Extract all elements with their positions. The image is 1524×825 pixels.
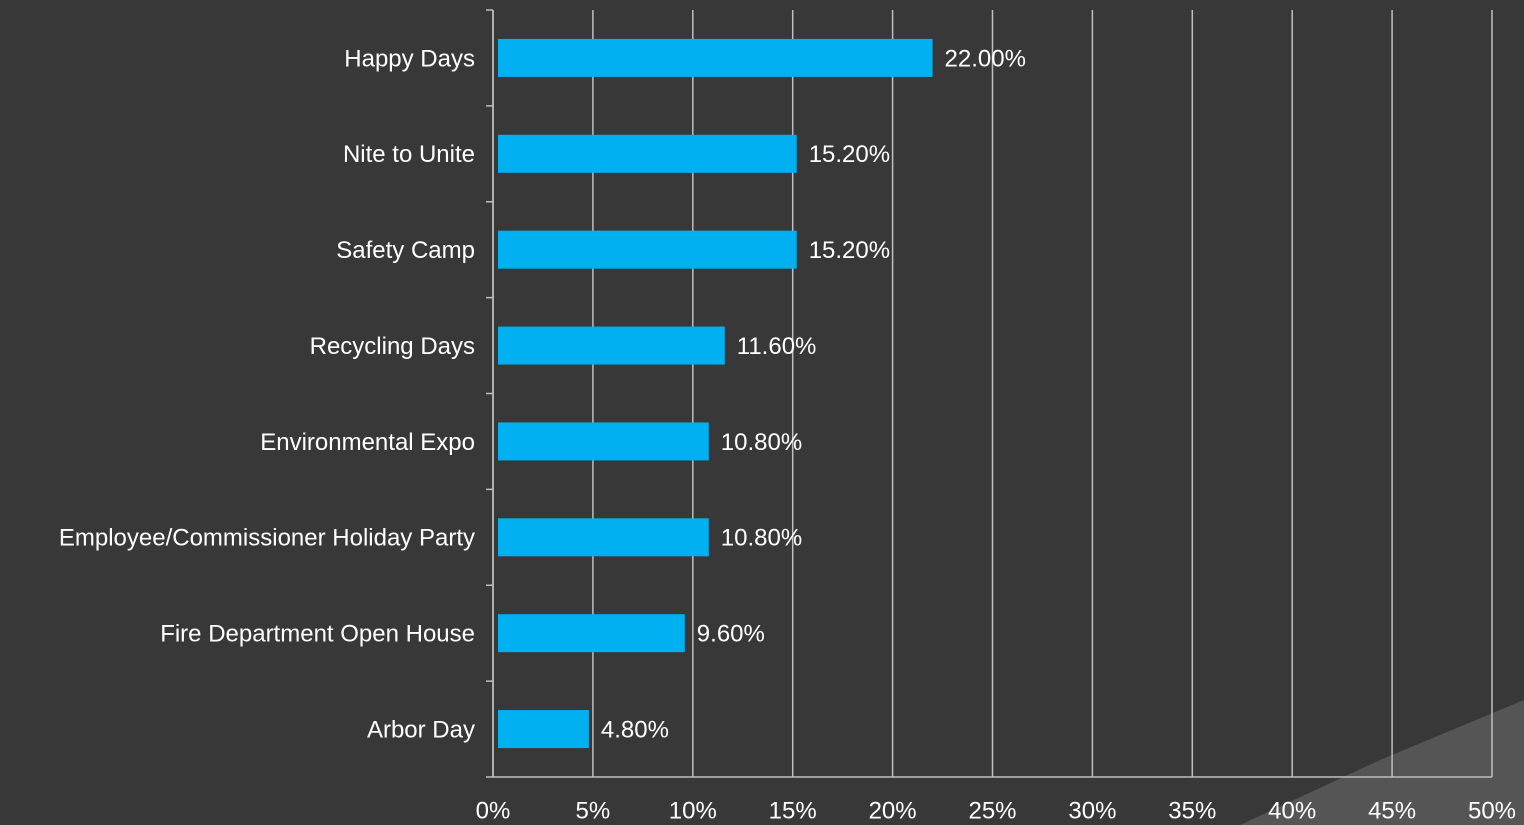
x-tick-label: 0% (476, 797, 511, 824)
grid: 0% 5% 10% 15% 20% 25% 30% 35% 40% 45% 50% (476, 9, 1516, 824)
x-tick-label: 15% (769, 797, 817, 824)
y-tick-label: Safety Camp (336, 237, 475, 264)
bar (498, 134, 797, 173)
bar (498, 710, 589, 749)
x-tick-label: 10% (669, 797, 717, 824)
x-tick-label: 25% (968, 797, 1016, 824)
y-tick-label: Environmental Expo (260, 429, 475, 456)
y-tick-label: Fire Department Open House (160, 621, 475, 648)
x-tick-label: 30% (1068, 797, 1116, 824)
data-label: 9.60% (697, 621, 765, 648)
x-tick-label: 45% (1368, 797, 1416, 824)
data-label: 10.80% (721, 429, 802, 456)
bar (498, 230, 797, 269)
x-tick-label: 20% (869, 797, 917, 824)
data-label: 10.80% (721, 525, 802, 552)
y-tick-label: Employee/Commissioner Holiday Party (59, 525, 475, 552)
data-label: 15.20% (809, 141, 890, 168)
x-tick-label: 5% (576, 797, 611, 824)
x-tick-label: 40% (1268, 797, 1316, 824)
data-label: 22.00% (945, 45, 1026, 72)
marks: Happy Days 22.00% Nite to Unite 15.20% Safet… (59, 38, 1026, 749)
data-label: 11.60% (737, 333, 817, 360)
x-tick-label: 35% (1168, 797, 1216, 824)
y-tick-label: Arbor Day (367, 716, 475, 743)
y-tick-label: Recycling Days (310, 333, 475, 360)
bar (498, 518, 709, 557)
bar (498, 38, 933, 77)
x-tick-label: 50% (1468, 797, 1516, 824)
bar (498, 422, 709, 461)
bar (498, 614, 685, 653)
bar (498, 326, 725, 365)
data-label: 4.80% (601, 716, 669, 743)
y-tick-label: Nite to Unite (343, 141, 475, 168)
decor-shape (1240, 700, 1524, 825)
data-label: 15.20% (809, 237, 890, 264)
y-tick-label: Happy Days (344, 45, 475, 72)
